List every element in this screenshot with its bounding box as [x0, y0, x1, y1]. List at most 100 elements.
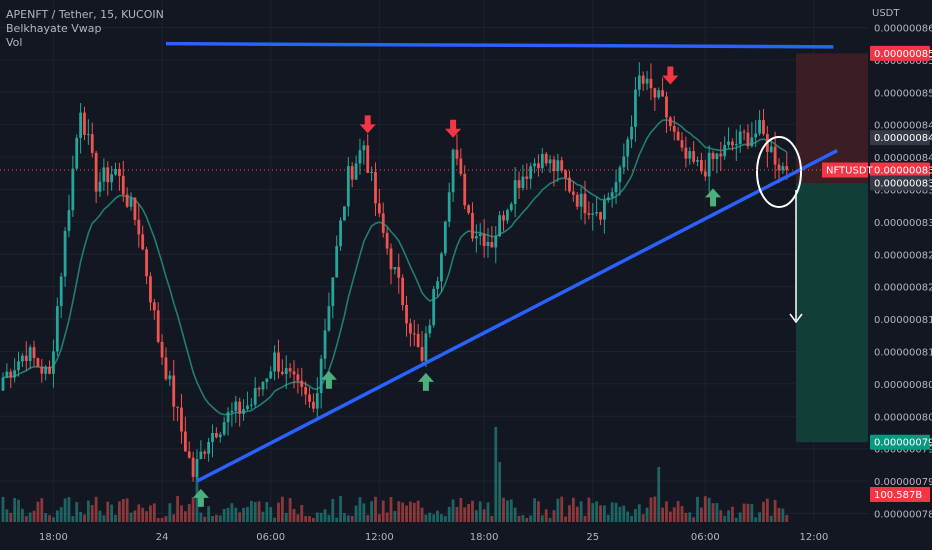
- candle-body: [707, 152, 711, 177]
- volume-bar: [327, 515, 331, 522]
- candle-body: [591, 213, 595, 215]
- candle-body: [680, 140, 684, 148]
- time-axis[interactable]: 18:00 24 06:00 12:00 18:00 25 06:00 12:00: [39, 532, 828, 543]
- candle-body: [661, 90, 664, 97]
- candle-body: [482, 233, 486, 247]
- volume-bar: [482, 509, 486, 522]
- candle-body: [552, 159, 556, 172]
- candle-body: [540, 153, 544, 169]
- candle-body: [152, 302, 156, 311]
- price-tags: 0.0000008560.0000008430.00000083808:460.…: [822, 45, 932, 502]
- candle-body: [571, 191, 575, 195]
- volume-bar: [32, 510, 36, 522]
- volume-bar: [622, 505, 626, 522]
- annotations: [0, 66, 868, 507]
- candle-body: [180, 407, 183, 432]
- volume-bar: [288, 498, 292, 522]
- candle-body: [374, 171, 377, 204]
- symbol-title[interactable]: APENFT / Tether, 15, KUCOIN: [6, 8, 164, 21]
- volume-bar: [548, 517, 552, 522]
- volume-bar: [521, 515, 525, 522]
- volume-bar: [323, 509, 327, 522]
- volume-bars: [1, 427, 789, 522]
- candle-body: [335, 246, 339, 278]
- candle-body: [211, 432, 214, 443]
- candle-body: [455, 149, 459, 159]
- candle-body: [653, 88, 657, 98]
- volume-bar: [595, 501, 599, 522]
- candle-body: [393, 267, 397, 270]
- candle-body: [688, 151, 692, 159]
- symbol-tag-label: NFTUSDT: [826, 166, 874, 177]
- candle-body: [261, 382, 265, 390]
- buy-arrow-icon: [320, 370, 337, 389]
- candle-body: [700, 159, 703, 172]
- time-tick-label: 12:00: [800, 532, 829, 543]
- volume-bar: [110, 504, 114, 522]
- candle-body: [203, 451, 207, 454]
- candle-body: [164, 357, 168, 380]
- price-axis-unit: USDT: [872, 8, 900, 19]
- volume-bar: [249, 500, 253, 522]
- candle-body: [315, 393, 319, 409]
- candle-body: [610, 192, 614, 198]
- price-tick-label: 0.000000815: [874, 315, 932, 326]
- candle-body: [5, 371, 9, 378]
- candle-body: [599, 212, 602, 220]
- indicator-label[interactable]: Belkhayate Vwap: [6, 22, 102, 35]
- volume-bar: [401, 502, 405, 522]
- buy-arrow-icon: [705, 188, 722, 207]
- resistance-line: [165, 41, 834, 49]
- volume-bar: [513, 507, 517, 522]
- candle-body: [172, 375, 176, 407]
- volume-bar: [420, 507, 424, 522]
- volume-bar: [176, 496, 179, 522]
- candle-body: [634, 89, 637, 127]
- volume-bar: [203, 516, 207, 522]
- volume-label[interactable]: Vol: [6, 36, 23, 49]
- candle-body: [234, 401, 238, 411]
- volume-bar: [238, 512, 242, 522]
- volume-bar: [486, 502, 490, 522]
- candle-body: [606, 197, 610, 201]
- volume-bar: [269, 507, 273, 522]
- candle-body: [280, 371, 284, 374]
- candle-body: [133, 197, 137, 220]
- candle-body: [498, 215, 502, 237]
- candle-body: [40, 366, 44, 374]
- volume-bar: [742, 503, 746, 522]
- volume-bar: [63, 498, 67, 522]
- volume-bar: [393, 511, 397, 522]
- volume-bar: [152, 503, 156, 522]
- volume-bar: [300, 505, 304, 522]
- volume-bar: [715, 503, 719, 522]
- volume-bar: [494, 427, 498, 522]
- volume-bar: [773, 499, 777, 522]
- candle-body: [110, 174, 114, 183]
- volume-bar: [102, 515, 106, 522]
- candle-body: [28, 347, 32, 362]
- volume-bar: [83, 514, 86, 522]
- candle-body: [242, 409, 245, 414]
- candle-body: [478, 233, 482, 236]
- volume-bar: [207, 506, 211, 522]
- candle-body: [715, 153, 719, 160]
- candle-body: [141, 234, 145, 250]
- candle-body: [513, 180, 517, 205]
- candle-body: [24, 355, 28, 362]
- volume-bar: [141, 507, 145, 522]
- volume-bar: [292, 508, 296, 522]
- candle-body: [412, 333, 416, 335]
- volume-bar: [366, 515, 370, 522]
- candle-body: [207, 442, 211, 454]
- take-profit-zone: [796, 182, 868, 443]
- candle-body: [420, 347, 424, 361]
- candle-body: [781, 166, 785, 171]
- candle-body: [471, 212, 474, 239]
- stop-price-tag-bg: [870, 45, 930, 61]
- volume-bar: [568, 505, 571, 522]
